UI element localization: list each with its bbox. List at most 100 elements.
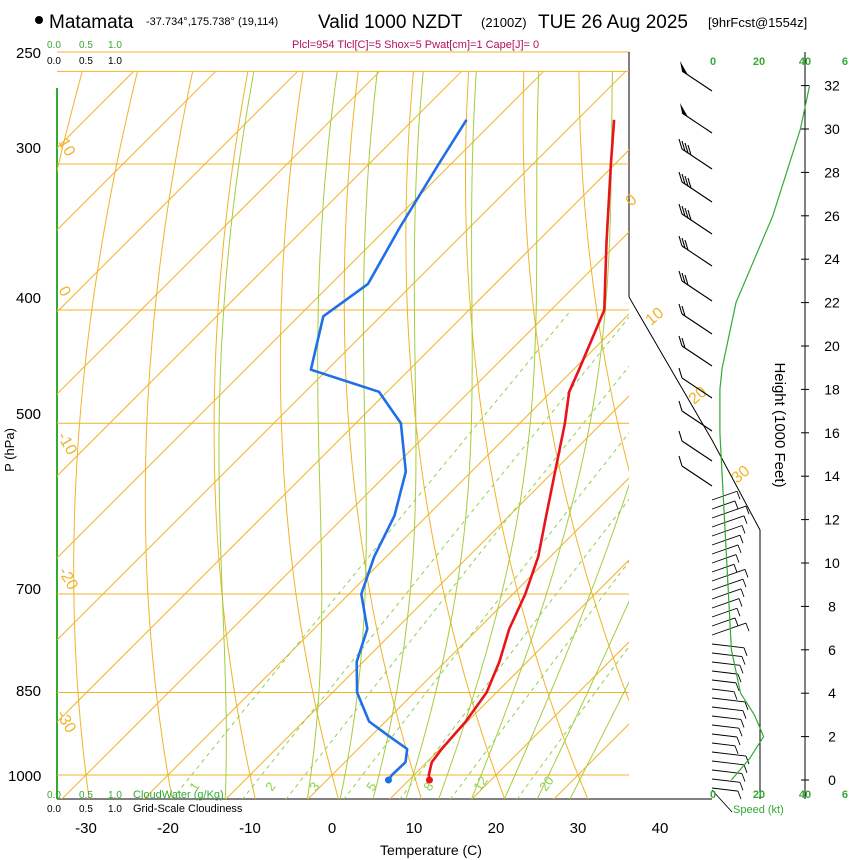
wind-barb-staff	[681, 280, 713, 302]
wind-barb-feather	[681, 337, 686, 349]
isotherm-line	[389, 559, 629, 799]
isotherm-line	[57, 71, 380, 395]
wind-barb-staff	[711, 598, 740, 609]
height-tick-label: 8	[828, 598, 836, 614]
height-tick-label: 22	[824, 295, 840, 311]
mixing-ratio-line	[516, 645, 629, 799]
mixing-ratio-line	[241, 316, 629, 799]
moist-adiabat-line	[438, 71, 540, 799]
wind-barb-feather	[733, 564, 738, 573]
height-tick-label: 24	[824, 251, 840, 267]
moist-adiabat-line	[536, 599, 629, 799]
isotherm-line	[57, 71, 544, 559]
wind-barb-feather	[678, 303, 683, 315]
t-tick--30: -30	[75, 820, 97, 837]
wind-barb-staff	[681, 410, 713, 432]
t-tick--10: -10	[239, 820, 261, 837]
isotherm-line	[143, 313, 629, 799]
wind-barb-feather	[678, 335, 683, 347]
forecast-run: [9hrFcst@1554z]	[708, 15, 807, 30]
wind-barb-feather	[745, 622, 750, 632]
stability-params: Plcl=954 Tlcl[C]=5 Shox=5 Pwat[cm]=1 Cap…	[292, 39, 539, 51]
wind-barb-staff	[711, 563, 735, 573]
wind-barb-feather	[684, 239, 689, 251]
speed-tick-bottom: 20	[753, 789, 765, 801]
isotherm-line	[635, 71, 850, 799]
wind-barb-feather	[736, 608, 741, 617]
wind-barb-staff	[681, 313, 713, 335]
wind-barb-staff	[711, 688, 735, 693]
p-tick-400: 400	[16, 290, 41, 307]
wind-barb-feather	[742, 578, 747, 588]
wind-barb-feather	[681, 305, 686, 317]
wind-barb-staff	[681, 181, 713, 203]
wind-barb-feather	[678, 455, 683, 467]
height-tick-label: 4	[828, 685, 836, 701]
wind-barb-feather	[678, 235, 683, 247]
isotherm-line	[57, 71, 216, 231]
cloudiness-tick: 1.0	[108, 804, 122, 815]
isotherm-line	[57, 149, 629, 723]
top-cloudiness-tick: 1.0	[108, 56, 122, 67]
wind-barb-feather	[737, 544, 742, 554]
wind-barb-staff	[711, 554, 737, 564]
top-cloudwater-tick: 0.5	[79, 40, 93, 51]
wind-barb-staff	[681, 245, 713, 267]
wind-barb-feather	[741, 773, 746, 782]
wind-barb-feather	[739, 782, 744, 791]
height-tick-label: 30	[824, 121, 840, 137]
wind-barb-feather	[745, 755, 750, 765]
dry-adiabat-line	[73, 71, 138, 799]
isotherm-line	[471, 641, 629, 799]
wind-barb-staff	[681, 440, 713, 462]
top-cloudwater-tick: 1.0	[108, 40, 122, 51]
height-tick-label: 10	[824, 555, 840, 571]
wind-barb-pennant	[680, 61, 688, 75]
y-axis-label: P (hPa)	[2, 428, 17, 472]
moist-adiabat-line	[470, 71, 613, 799]
dry-adiabat-line	[144, 71, 194, 799]
cloudwater-tick: 0.5	[79, 790, 93, 801]
wind-barb-staff	[711, 787, 739, 792]
temperature-axis: -30 -20 -10 0 10 20 30 40 Temperature (C…	[75, 820, 668, 858]
wind-barb-feather	[738, 728, 743, 737]
wind-barb-feather	[684, 207, 689, 219]
dewpoint-line	[309, 119, 468, 781]
wind-barb-feather	[743, 764, 748, 773]
wind-barb-staff	[711, 778, 741, 783]
wind-barb-staff	[711, 724, 740, 729]
height-tick-label: 20	[824, 338, 840, 354]
thermo-grid	[57, 70, 850, 799]
isotherm-label: 30	[729, 463, 754, 488]
surface-dewpoint-marker	[384, 776, 392, 784]
cloudiness-tick: 0.5	[79, 804, 93, 815]
wind-barb-feather	[687, 177, 692, 189]
wind-barb-feather	[678, 203, 683, 215]
p-tick-850: 850	[16, 683, 41, 700]
wind-barb-feather	[737, 673, 742, 683]
wind-barb-staff	[711, 733, 738, 738]
moist-adiabat-line	[569, 681, 629, 799]
dry-adiabat-line	[578, 71, 629, 473]
wind-barb-feather	[678, 138, 683, 150]
p-tick-1000: 1000	[8, 768, 41, 785]
wind-barb-staff	[681, 112, 713, 134]
moist-adiabat-line	[306, 71, 338, 799]
wind-speed-line	[719, 85, 811, 781]
pressure-axis: 250 300 400 500 700 850 1000 P (hPa)	[2, 45, 41, 785]
dry-adiabat-line	[343, 71, 423, 799]
location-name: Matamata	[49, 12, 134, 33]
utc-time: (2100Z)	[481, 15, 527, 30]
wind-barb-pennant	[680, 103, 688, 117]
wind-barb-staff	[711, 607, 738, 618]
wind-barb-staff	[711, 760, 745, 766]
isotherm-label: 10	[643, 305, 668, 330]
t-tick-10: 10	[406, 820, 423, 837]
wind-barb-staff	[711, 652, 743, 658]
wind-barb-feather	[684, 274, 689, 286]
t-tick-30: 30	[570, 820, 587, 837]
height-tick-label: 26	[824, 208, 840, 224]
height-tick-label: 16	[824, 425, 840, 441]
